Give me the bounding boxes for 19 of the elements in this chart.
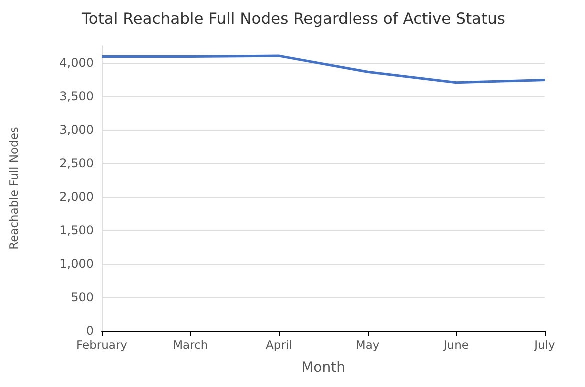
chart-title: Total Reachable Full Nodes Regardless of Active Status [81,10,506,28]
x-tick-label: March [173,338,208,352]
x-tick-label: February [76,338,128,352]
line-series [100,54,546,84]
y-tick-label: 0 [86,324,94,338]
x-axis-title: Month [302,360,346,376]
y-tick-label: 1,000 [60,256,94,271]
x-tick-label: May [356,338,380,352]
y-tick-label: 3,500 [60,89,94,104]
x-tick-label: July [534,338,556,352]
x-tick-label: April [266,338,292,352]
y-tick-label: 1,500 [60,223,94,238]
y-tick-label: 3,000 [60,122,94,137]
x-tick-label: June [442,338,469,352]
y-tick-label: 500 [71,290,94,304]
y-tick-label: 2,500 [60,156,94,170]
y-tick-label: 2,000 [60,190,94,204]
y-axis-title: Reachable Full Nodes [7,127,21,250]
y-tick-label: 4,000 [60,56,94,70]
